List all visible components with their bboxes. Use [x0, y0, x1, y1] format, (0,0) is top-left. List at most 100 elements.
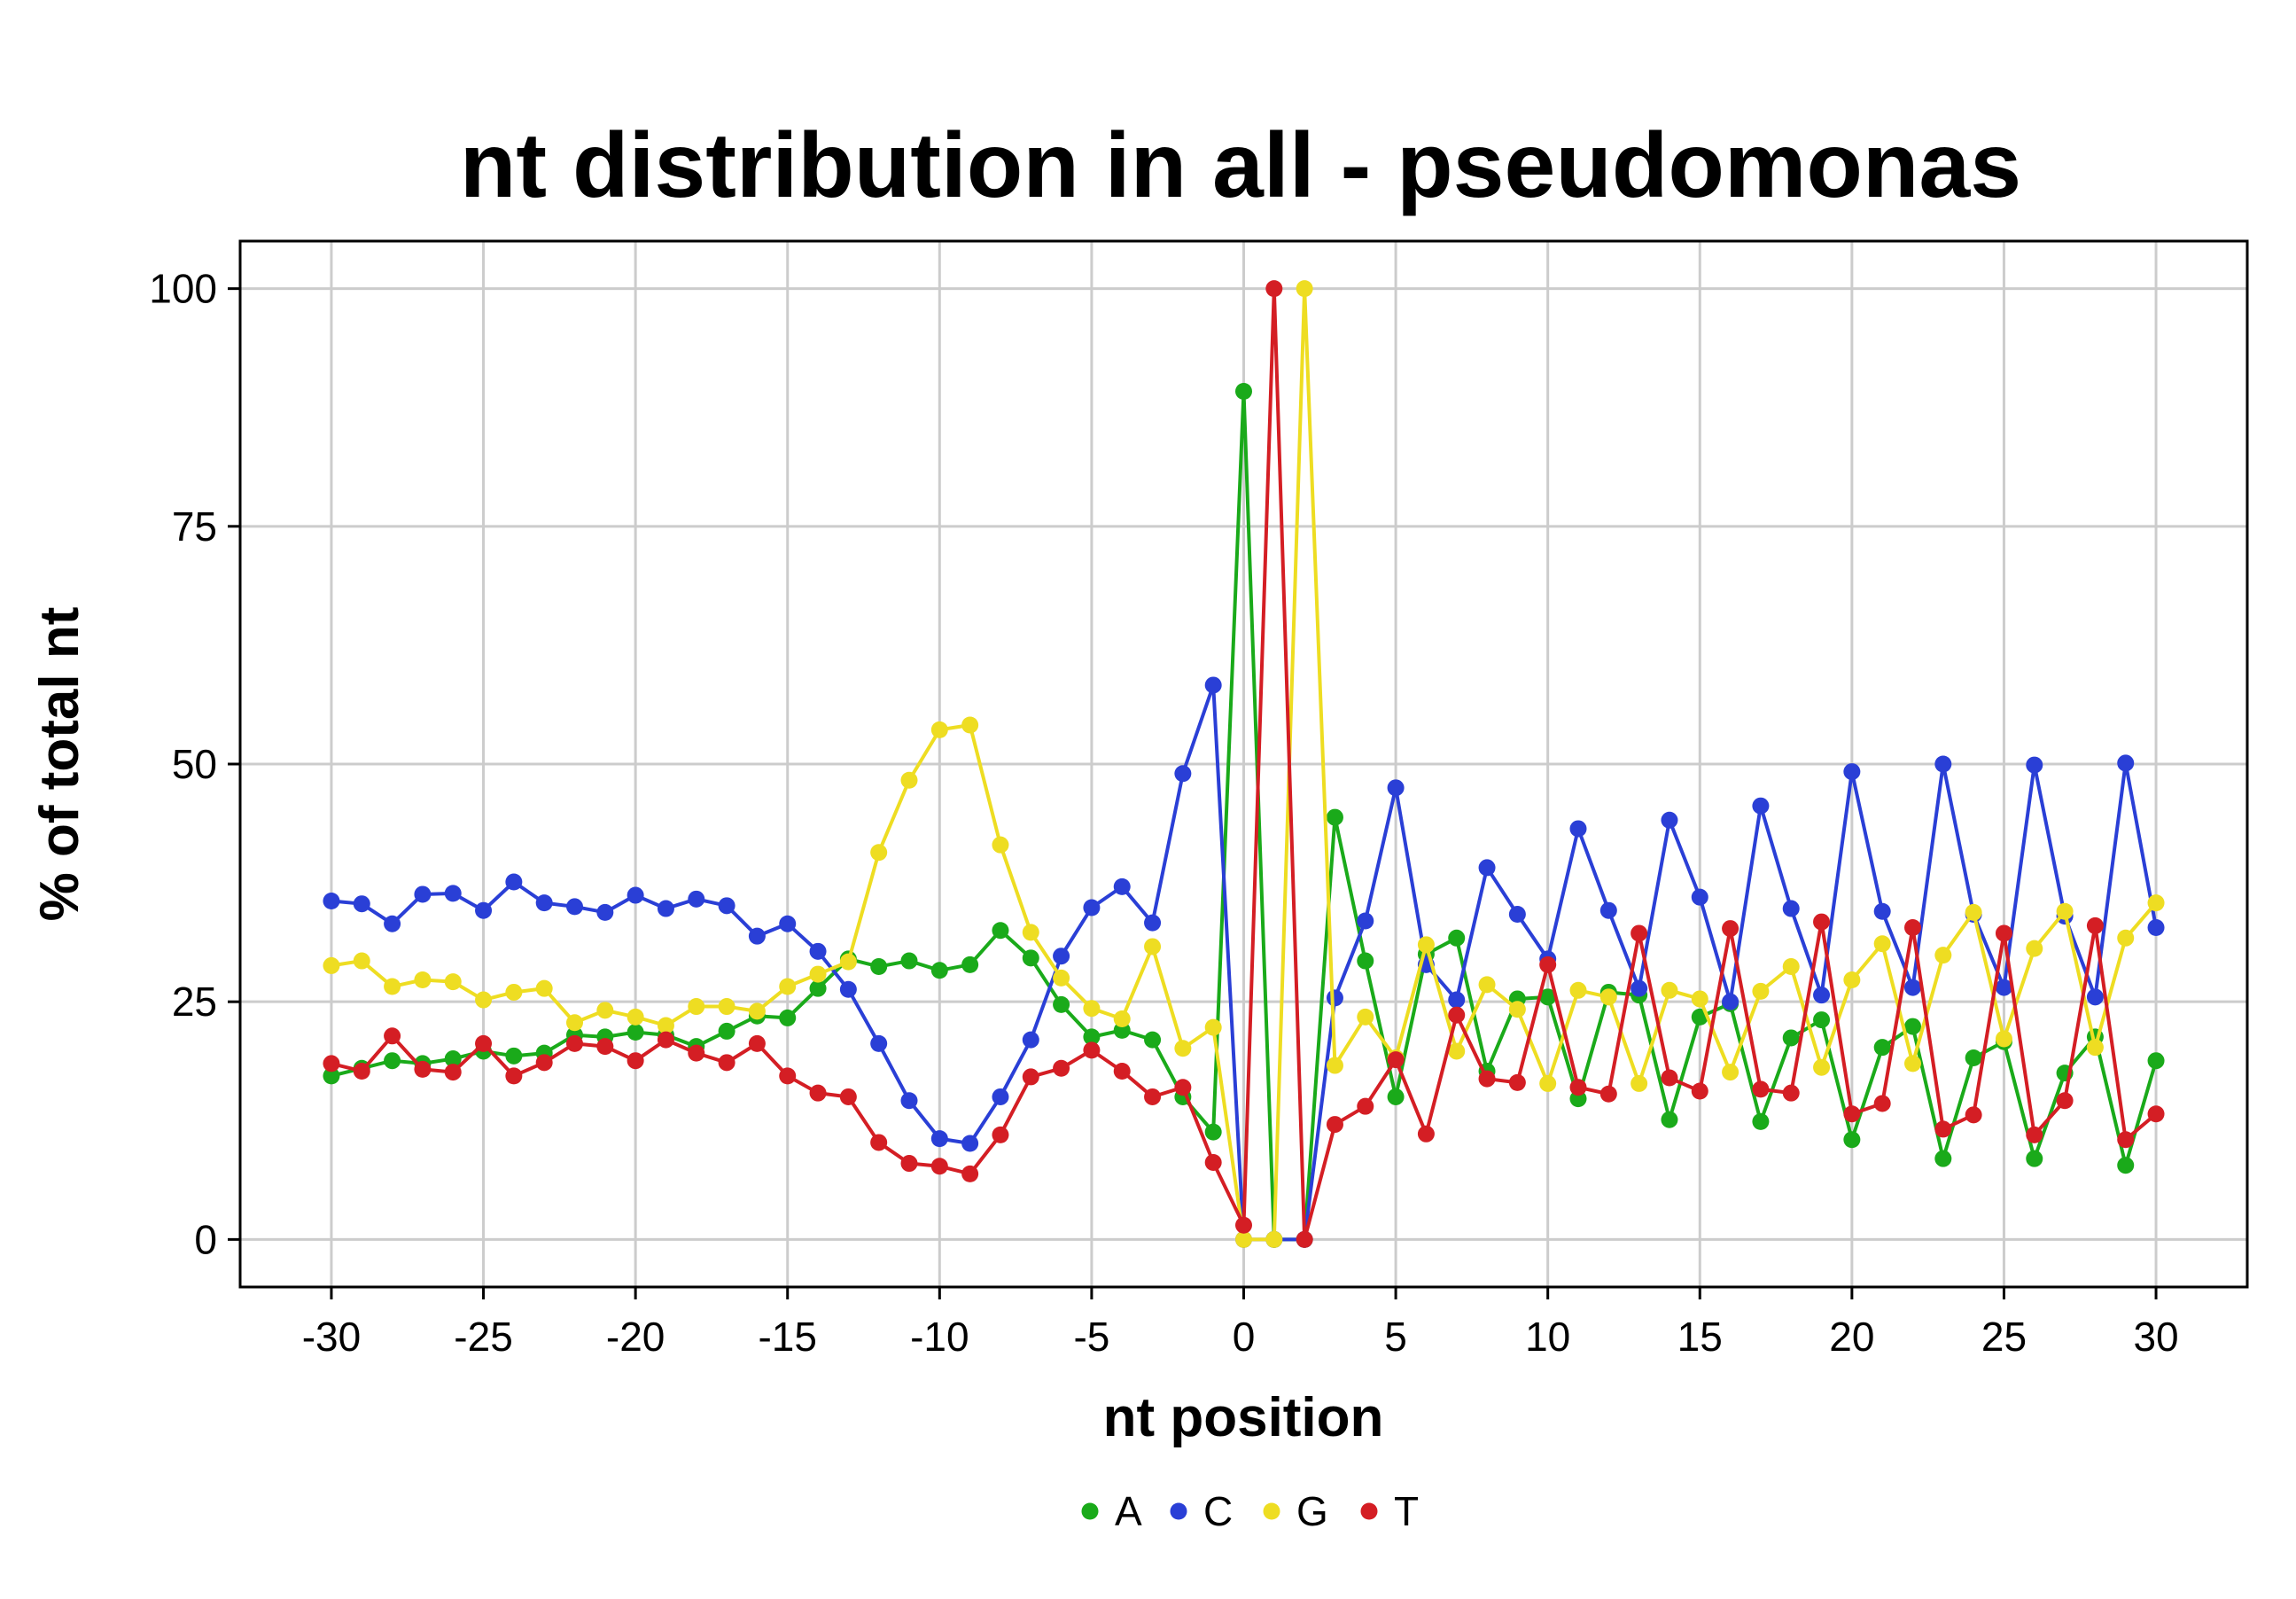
- data-point-T: [384, 1027, 401, 1045]
- legend-key-A: [1081, 1502, 1099, 1520]
- data-point-G: [1417, 936, 1435, 954]
- x-tick-label: 25: [1981, 1314, 2027, 1360]
- data-point-G: [535, 979, 553, 997]
- data-point-G: [1448, 1042, 1466, 1060]
- data-point-G: [1569, 981, 1587, 999]
- data-point-C: [1448, 991, 1466, 1009]
- data-point-A: [2117, 1157, 2135, 1174]
- data-point-C: [1904, 979, 1921, 996]
- data-point-C: [1722, 993, 1740, 1010]
- data-point-G: [353, 952, 370, 970]
- data-point-A: [992, 922, 1009, 940]
- data-point-A: [2147, 1052, 2165, 1070]
- data-point-G: [1083, 1000, 1101, 1018]
- data-point-C: [475, 901, 493, 919]
- x-axis-title: nt position: [1103, 1387, 1384, 1448]
- data-point-C: [2086, 988, 2104, 1006]
- data-point-A: [870, 957, 888, 975]
- data-point-A: [384, 1052, 401, 1070]
- series-layer: [323, 280, 2165, 1248]
- y-tick-label: 50: [172, 741, 217, 787]
- legend-label-C: C: [1203, 1488, 1233, 1534]
- data-point-G: [2086, 1039, 2104, 1057]
- data-point-T: [1813, 913, 1831, 931]
- data-point-C: [1113, 878, 1131, 895]
- data-point-G: [505, 983, 523, 1001]
- data-point-C: [535, 894, 553, 912]
- data-point-T: [1357, 1097, 1374, 1115]
- data-point-T: [1296, 1230, 1313, 1248]
- data-point-C: [657, 900, 674, 917]
- data-point-A: [779, 1009, 797, 1026]
- data-point-T: [1053, 1059, 1070, 1077]
- data-point-A: [900, 952, 918, 970]
- data-point-C: [930, 1130, 948, 1148]
- x-tick-label: 30: [2133, 1314, 2178, 1360]
- data-point-T: [930, 1158, 948, 1175]
- data-point-G: [1813, 1058, 1831, 1076]
- x-tick-label: 0: [1233, 1314, 1256, 1360]
- data-point-A: [1843, 1131, 1861, 1149]
- data-point-T: [1448, 1006, 1466, 1024]
- data-point-T: [475, 1034, 493, 1052]
- data-point-T: [748, 1034, 766, 1052]
- data-point-G: [779, 978, 797, 995]
- data-point-T: [2117, 1131, 2135, 1149]
- data-point-T: [1022, 1068, 1039, 1086]
- data-point-G: [384, 978, 401, 995]
- data-point-A: [323, 1067, 340, 1085]
- data-point-G: [475, 991, 493, 1009]
- data-point-C: [1144, 914, 1162, 932]
- legend-key-T: [1360, 1502, 1378, 1520]
- x-tick-label: -5: [1073, 1314, 1109, 1360]
- y-tick-label: 100: [149, 266, 217, 312]
- data-point-G: [1904, 1055, 1921, 1072]
- data-point-C: [1752, 797, 1770, 815]
- data-point-C: [1022, 1031, 1039, 1049]
- data-point-A: [2026, 1150, 2043, 1167]
- data-point-C: [1569, 820, 1587, 838]
- chart-title: nt distribution in all - pseudomonas: [460, 114, 2021, 217]
- data-point-G: [1174, 1040, 1192, 1057]
- y-axis-title: % of total nt: [29, 607, 90, 922]
- data-point-C: [1326, 989, 1343, 1007]
- data-point-A: [505, 1047, 523, 1065]
- data-point-T: [992, 1126, 1009, 1143]
- data-point-T: [1661, 1069, 1678, 1087]
- data-point-C: [1478, 859, 1496, 877]
- data-point-C: [961, 1135, 979, 1152]
- data-point-C: [1782, 900, 1800, 917]
- data-point-T: [1174, 1079, 1192, 1096]
- data-point-G: [1113, 1010, 1131, 1027]
- data-point-A: [1387, 1088, 1405, 1105]
- data-point-G: [657, 1017, 674, 1034]
- data-point-A: [1448, 929, 1466, 947]
- data-point-T: [2147, 1105, 2165, 1123]
- data-point-T: [414, 1060, 432, 1078]
- data-point-T: [596, 1038, 614, 1056]
- data-point-C: [1508, 905, 1526, 923]
- data-point-C: [1357, 912, 1374, 930]
- data-point-A: [1022, 949, 1039, 967]
- data-point-T: [1631, 924, 1648, 942]
- legend-label-T: T: [1394, 1488, 1419, 1534]
- data-point-T: [1204, 1153, 1222, 1171]
- data-point-C: [1053, 948, 1070, 965]
- data-point-A: [1965, 1049, 1982, 1066]
- data-point-T: [1569, 1079, 1587, 1096]
- data-point-C: [596, 903, 614, 921]
- x-tick-label: 20: [1829, 1314, 1874, 1360]
- data-point-T: [1387, 1051, 1405, 1069]
- x-tick-label: 5: [1384, 1314, 1407, 1360]
- data-point-G: [839, 953, 857, 971]
- data-point-C: [2117, 754, 2135, 772]
- data-point-T: [961, 1165, 979, 1182]
- data-point-T: [1417, 1125, 1435, 1143]
- data-point-G: [1965, 903, 1982, 921]
- data-point-T: [657, 1031, 674, 1049]
- data-point-A: [1204, 1123, 1222, 1141]
- data-point-A: [1357, 952, 1374, 970]
- data-point-G: [1204, 1018, 1222, 1036]
- data-point-C: [1599, 901, 1617, 919]
